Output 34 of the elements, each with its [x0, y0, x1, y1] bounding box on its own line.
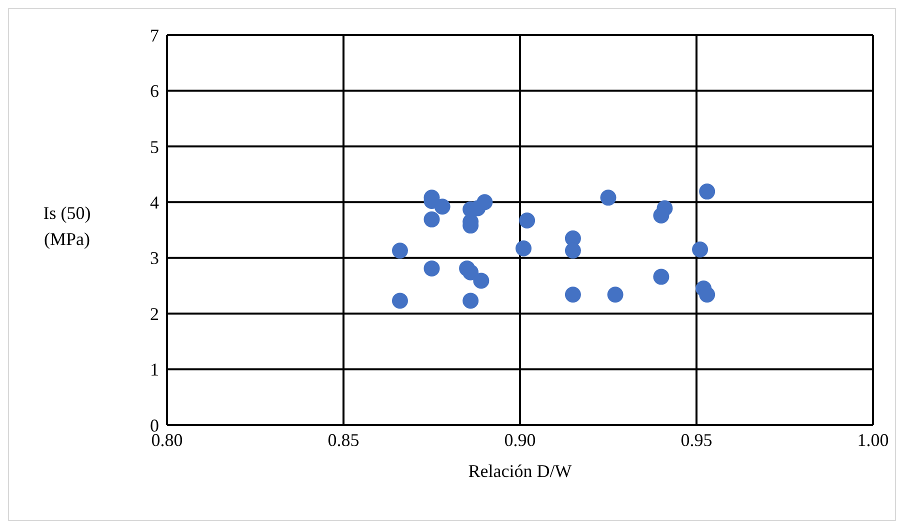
y-axis-title: Is (50) (MPa)	[43, 203, 91, 249]
point	[699, 184, 716, 200]
point	[653, 268, 670, 285]
point	[564, 242, 581, 259]
y-tick-label: 1	[150, 360, 159, 380]
point	[462, 264, 479, 280]
x-tick-label: 0.95	[680, 430, 712, 450]
y-tick-label: 2	[150, 304, 159, 324]
point	[392, 242, 408, 259]
y-tick-label: 0	[150, 415, 159, 436]
y-tick-label: 6	[150, 81, 159, 102]
point	[434, 198, 450, 215]
y-tick-label: 7	[150, 25, 159, 46]
point	[424, 211, 440, 228]
x-tick-label: 0.85	[328, 430, 360, 450]
x-tick-label: 1.00	[857, 430, 889, 450]
point	[564, 286, 581, 303]
x-axis-title: Relación D/W	[468, 461, 572, 481]
point	[516, 240, 532, 256]
point	[699, 286, 716, 303]
point	[462, 292, 479, 309]
point	[692, 242, 708, 258]
y-tick-label: 3	[150, 248, 159, 268]
point	[607, 286, 624, 303]
y-tick-label: 5	[150, 136, 159, 157]
point	[473, 272, 490, 289]
point	[424, 260, 440, 276]
point	[392, 292, 408, 309]
y-tick-label: 4	[150, 192, 159, 213]
point	[476, 194, 493, 210]
point	[653, 208, 670, 224]
point	[600, 190, 616, 206]
x-tick-label: 0.90	[504, 430, 536, 450]
point	[519, 212, 536, 229]
